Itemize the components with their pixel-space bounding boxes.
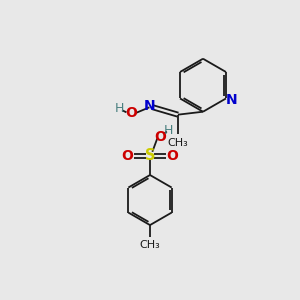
Text: N: N [144,99,155,113]
Text: O: O [154,130,166,144]
Text: O: O [125,106,137,120]
Text: S: S [145,148,155,164]
Text: O: O [122,149,134,163]
Text: N: N [225,93,237,107]
Text: H: H [114,102,124,115]
Text: O: O [167,149,178,163]
Text: CH₃: CH₃ [168,138,188,148]
Text: CH₃: CH₃ [140,240,160,250]
Text: H: H [164,124,173,137]
